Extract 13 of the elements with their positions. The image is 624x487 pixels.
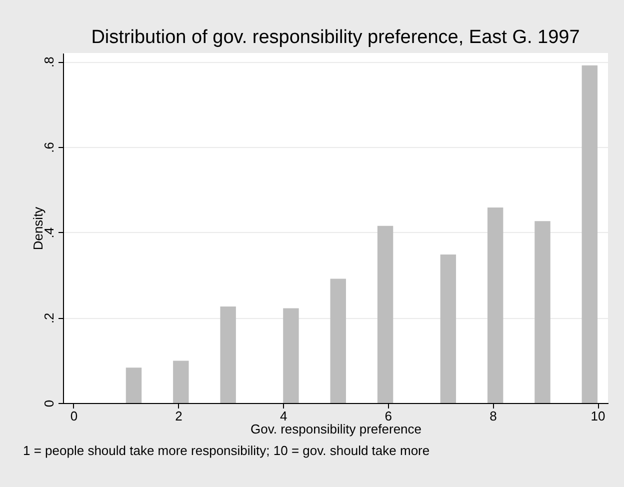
x-tick-label: 4 [280,408,288,424]
y-tick-label: 0 [42,400,56,408]
x-tick-label: 0 [70,408,78,424]
x-tick-label: 8 [490,408,497,424]
x-tick-label: 6 [384,408,392,424]
x-tick-label: 10 [590,408,606,424]
text: 1 = people should take more responsibility; 10 = gov. should take more [23,443,430,458]
x-tick-label: 2 [175,408,182,424]
x-axis-title: Gov. responsibility preference [250,422,422,436]
y-tick-label: .6 [42,142,56,153]
y-tick-label: .2 [42,312,56,324]
chart-title: Distribution of gov. responsibility preference, East G. 1997 [91,27,580,48]
y-tick-label: .8 [42,56,56,68]
